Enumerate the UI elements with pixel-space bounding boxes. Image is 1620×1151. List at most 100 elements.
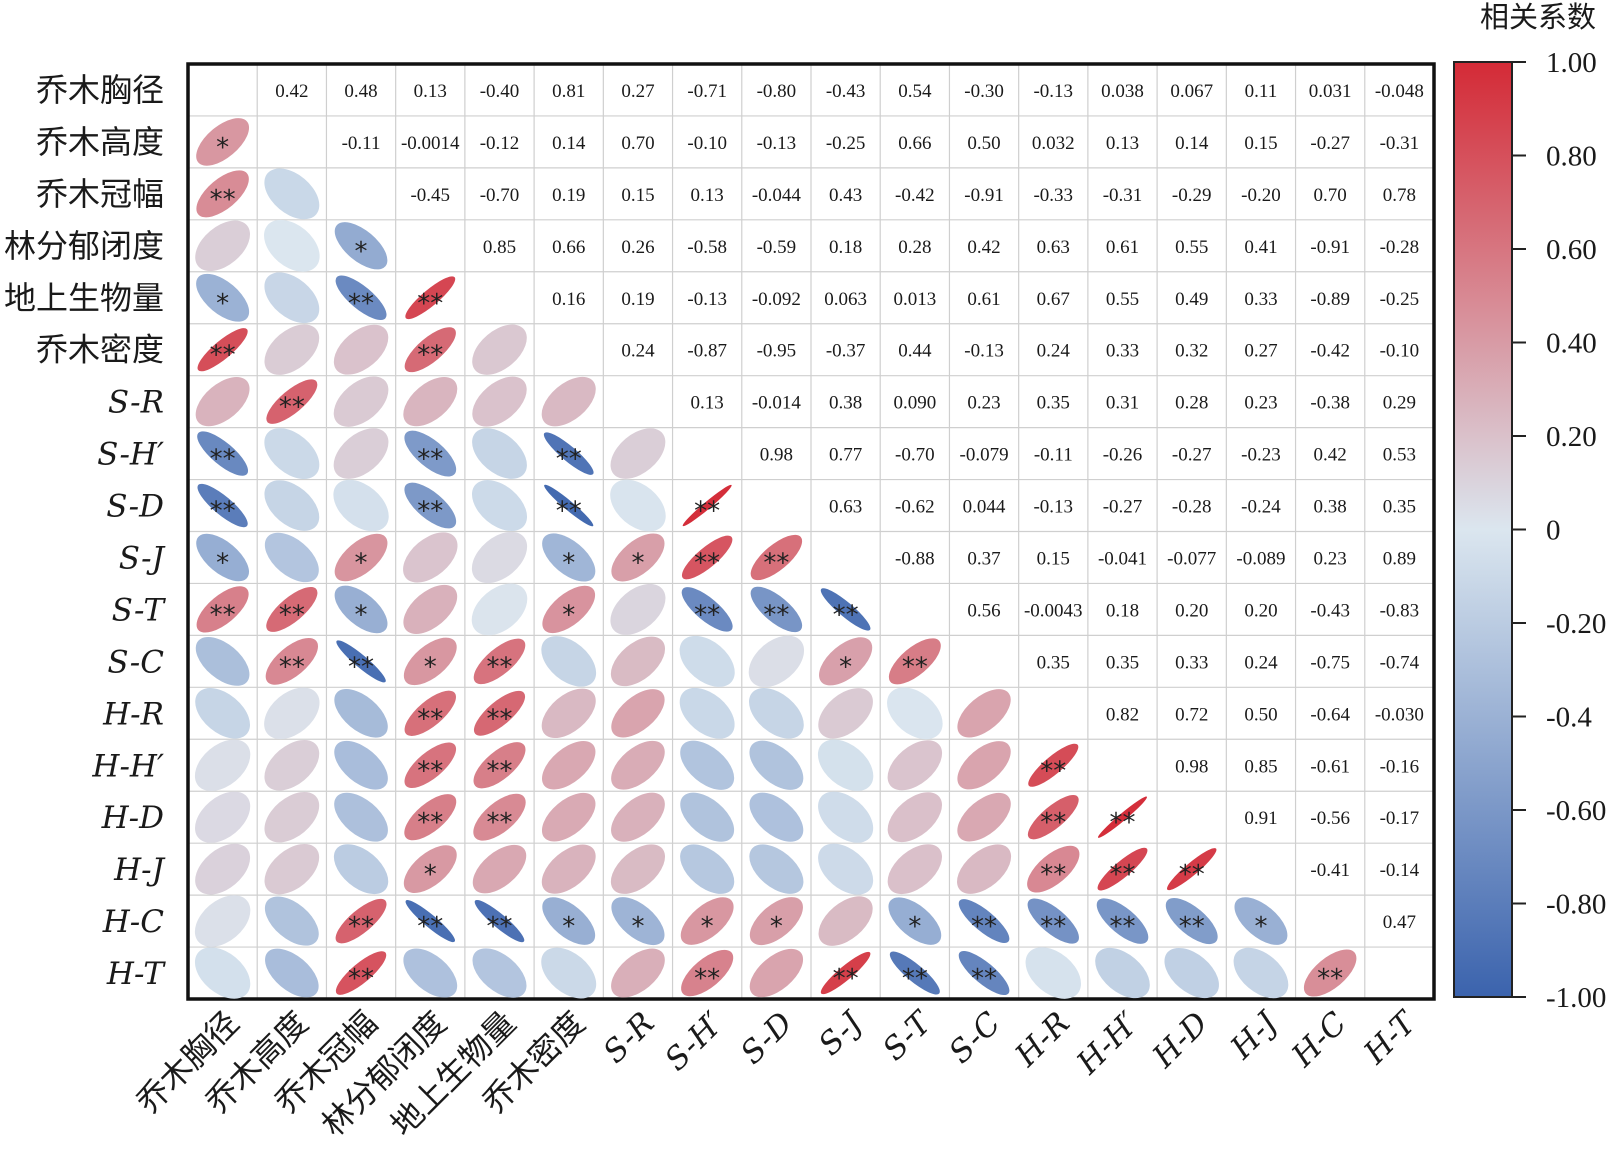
correlation-value: -0.041 [1098, 548, 1147, 569]
x-tick-label: H-H′ [1069, 1005, 1146, 1082]
correlation-value: 0.89 [1383, 548, 1416, 569]
correlation-value: -0.42 [1310, 341, 1350, 362]
correlation-value: 0.23 [967, 393, 1000, 414]
y-tick-label: S-C [107, 644, 164, 680]
correlation-ellipse [610, 479, 666, 532]
correlation-value: 0.33 [1106, 341, 1139, 362]
correlation-ellipse [196, 533, 250, 582]
correlation-ellipse [611, 533, 665, 582]
correlation-value: -0.31 [1103, 185, 1143, 206]
correlation-ellipse [749, 897, 803, 946]
correlation-ellipse [818, 791, 874, 843]
significance-marker: ** [417, 704, 443, 734]
significance-marker: * [631, 912, 644, 942]
correlation-ellipse [958, 899, 1010, 944]
correlation-ellipse [333, 844, 389, 895]
correlation-value: 0.54 [898, 81, 932, 102]
correlation-ellipse [472, 324, 527, 375]
correlation-ellipse [1097, 796, 1148, 838]
correlation-value: -0.40 [480, 81, 520, 102]
correlation-value: -0.43 [1310, 600, 1350, 621]
correlation-value: -0.26 [1103, 445, 1143, 466]
correlation-ellipse [472, 428, 527, 479]
y-tick-label: 林分郁闭度 [4, 227, 164, 265]
significance-marker: ** [417, 497, 443, 527]
significance-marker: ** [487, 704, 513, 734]
correlation-value: -0.27 [1103, 497, 1143, 518]
correlation-value: -0.23 [1241, 445, 1281, 466]
significance-marker: ** [902, 652, 928, 682]
correlation-ellipse [887, 740, 943, 791]
correlation-ellipse [1165, 898, 1218, 945]
correlation-value: 0.35 [1106, 652, 1139, 673]
correlation-value: 0.24 [1244, 652, 1278, 673]
significance-marker: ** [279, 600, 305, 630]
correlation-ellipse [541, 792, 596, 842]
colorbar-tick-label: 0.60 [1546, 234, 1597, 266]
y-tick-label: 乔木胸径 [36, 71, 164, 109]
significance-marker: * [424, 860, 437, 890]
significance-marker: ** [417, 445, 443, 475]
significance-marker: ** [1040, 808, 1066, 838]
correlation-ellipse [611, 792, 665, 842]
correlation-value: 0.42 [1314, 445, 1347, 466]
correlation-ellipse [611, 897, 665, 946]
correlation-value: 0.91 [1244, 808, 1277, 829]
significance-marker: * [355, 600, 368, 630]
correlation-ellipse [680, 897, 734, 945]
correlation-ellipse [749, 740, 804, 790]
significance-marker: ** [1110, 912, 1136, 942]
significance-marker: ** [1040, 756, 1066, 786]
correlation-ellipse [888, 897, 942, 945]
correlation-value: 0.16 [552, 289, 585, 310]
correlation-value: 0.32 [1175, 341, 1208, 362]
correlation-value: 0.24 [621, 341, 655, 362]
correlation-ellipse [197, 431, 249, 476]
correlation-value: 0.063 [824, 289, 867, 310]
correlation-value: 0.11 [1245, 81, 1278, 102]
correlation-value: 0.031 [1309, 81, 1352, 102]
correlation-value: 0.15 [1037, 548, 1070, 569]
correlation-value: -0.91 [1310, 237, 1350, 258]
correlation-value: 0.81 [552, 81, 585, 102]
correlation-ellipse [749, 844, 804, 894]
correlation-ellipse [750, 534, 803, 581]
correlation-ellipse [264, 896, 319, 946]
significance-marker: ** [417, 808, 443, 838]
correlation-value: -0.089 [1236, 548, 1285, 569]
significance-marker: ** [833, 600, 859, 630]
correlation-value: 0.47 [1383, 912, 1416, 933]
correlation-ellipse [1167, 848, 1217, 891]
correlation-ellipse [195, 791, 251, 843]
correlation-ellipse [1097, 847, 1148, 891]
significance-marker: ** [1179, 860, 1205, 890]
significance-marker: * [216, 548, 229, 578]
correlation-value: -0.83 [1380, 600, 1420, 621]
correlation-ellipse [818, 843, 874, 895]
y-tick-label: 地上生物量 [4, 279, 164, 317]
correlation-value: -0.70 [480, 185, 520, 206]
significance-marker: ** [417, 289, 443, 319]
x-tick-label: S-J [812, 1004, 871, 1063]
correlation-ellipse [405, 900, 455, 943]
correlation-value: 0.24 [1037, 341, 1071, 362]
correlation-ellipse [542, 897, 596, 945]
correlation-value: -0.28 [1380, 237, 1420, 258]
correlation-ellipse [544, 484, 594, 527]
x-tick-label: S-H′ [658, 1005, 731, 1078]
correlation-value: -0.42 [895, 185, 935, 206]
correlation-ellipse [405, 276, 456, 320]
correlation-ellipse [194, 895, 251, 947]
y-tick-label: S-J [119, 540, 166, 576]
correlation-value: 0.70 [1314, 185, 1347, 206]
correlation-ellipse [610, 583, 666, 635]
significance-marker: ** [971, 964, 997, 994]
correlation-value: -0.70 [895, 445, 935, 466]
correlation-value: -0.28 [1172, 497, 1212, 518]
correlation-ellipse [335, 275, 387, 320]
correlation-value: -0.10 [1380, 341, 1420, 362]
correlation-value: 0.78 [1383, 185, 1416, 206]
correlation-value: -0.0043 [1024, 600, 1083, 621]
correlation-ellipse [196, 586, 249, 633]
correlation-value: 0.70 [621, 133, 654, 154]
